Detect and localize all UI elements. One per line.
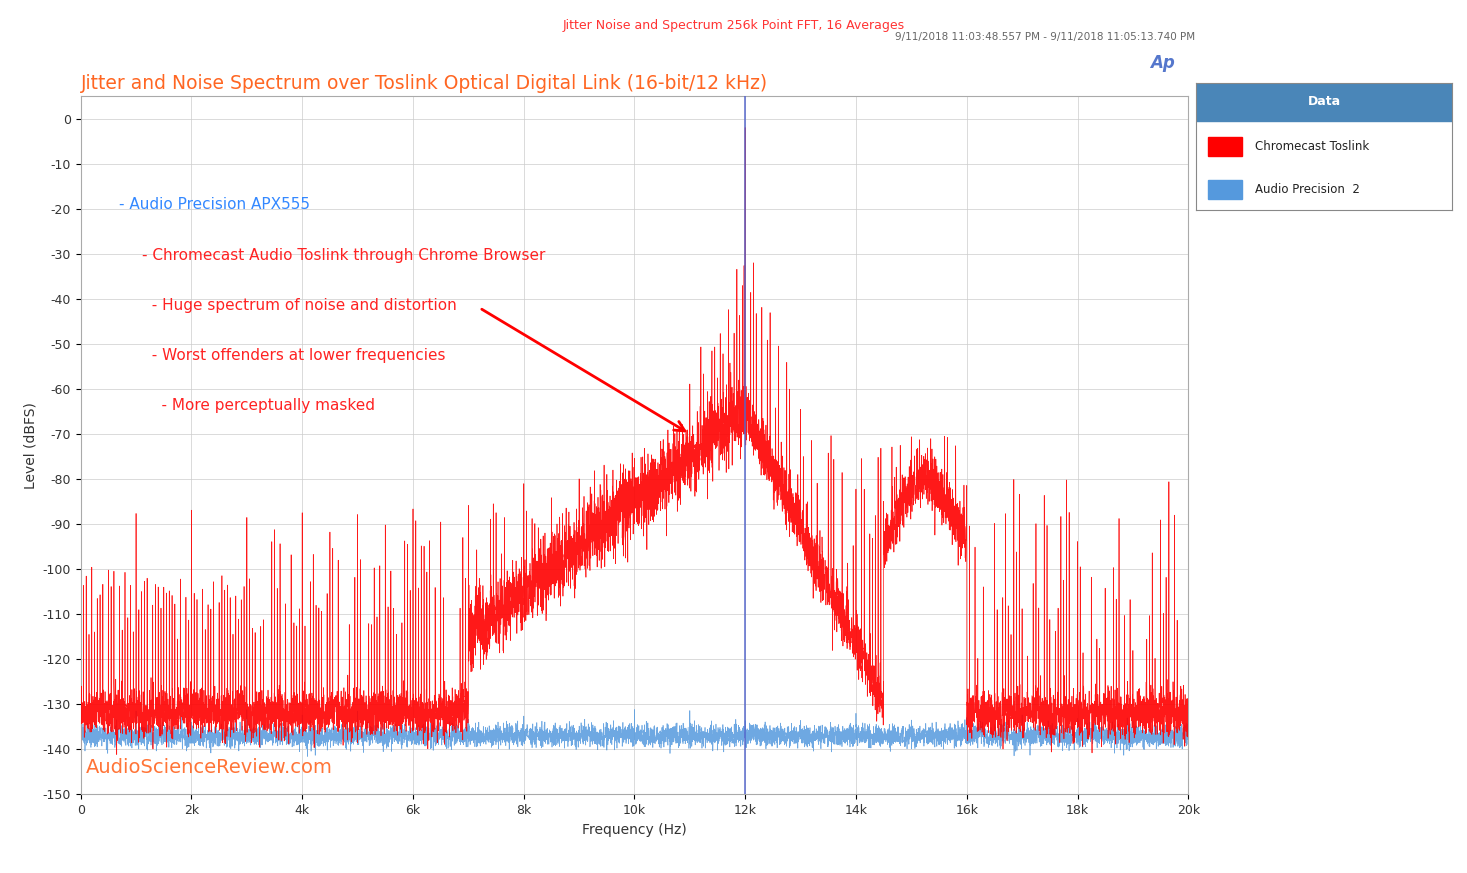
Text: Audio Precision  2: Audio Precision 2: [1254, 183, 1360, 196]
X-axis label: Frequency (Hz): Frequency (Hz): [582, 822, 687, 836]
Text: Chromecast Toslink: Chromecast Toslink: [1254, 140, 1369, 153]
Text: Data: Data: [1307, 95, 1341, 108]
Text: - More perceptually masked: - More perceptually masked: [142, 398, 374, 414]
Text: - Huge spectrum of noise and distortion: - Huge spectrum of noise and distortion: [142, 298, 456, 313]
Bar: [1209, 181, 1243, 199]
Text: Jitter Noise and Spectrum 256k Point FFT, 16 Averages: Jitter Noise and Spectrum 256k Point FFT…: [562, 19, 905, 32]
Bar: [1196, 83, 1452, 120]
Text: - Chromecast Audio Toslink through Chrome Browser: - Chromecast Audio Toslink through Chrom…: [142, 248, 544, 263]
Text: AudioScienceReview.com: AudioScienceReview.com: [87, 758, 333, 777]
Y-axis label: Level (dBFS): Level (dBFS): [23, 402, 37, 489]
Bar: [1209, 137, 1243, 156]
Text: Ap: Ap: [1150, 53, 1175, 72]
Text: Jitter and Noise Spectrum over Toslink Optical Digital Link (16-bit/12 kHz): Jitter and Noise Spectrum over Toslink O…: [81, 74, 767, 93]
Text: - Worst offenders at lower frequencies: - Worst offenders at lower frequencies: [142, 348, 445, 363]
Text: - Audio Precision APX555: - Audio Precision APX555: [119, 197, 311, 212]
Text: 9/11/2018 11:03:48.557 PM - 9/11/2018 11:05:13.740 PM: 9/11/2018 11:03:48.557 PM - 9/11/2018 11…: [895, 32, 1196, 42]
